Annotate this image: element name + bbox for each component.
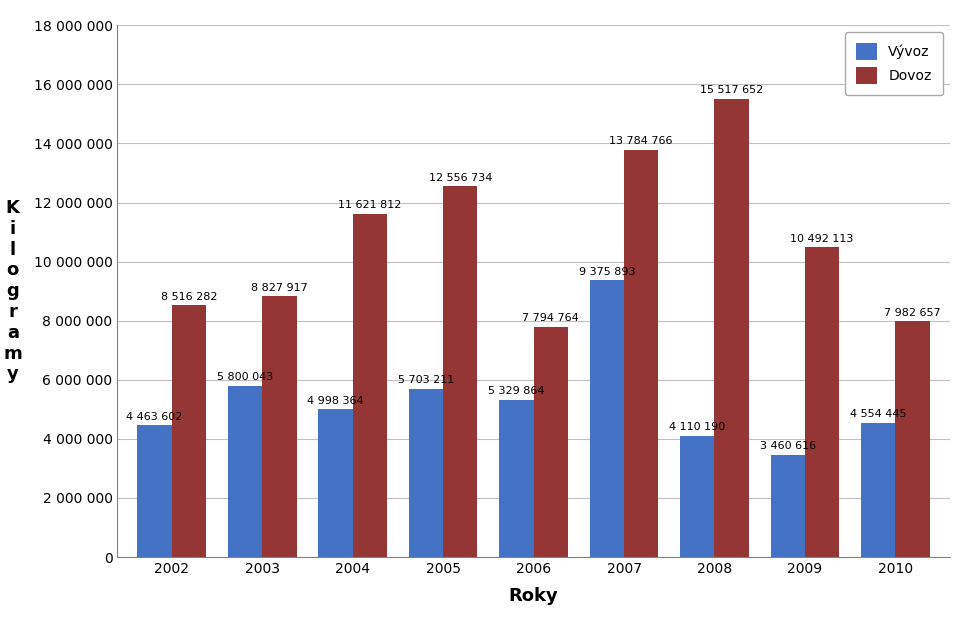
Text: 3 460 616: 3 460 616 xyxy=(759,441,815,451)
Text: 4 554 445: 4 554 445 xyxy=(849,409,906,419)
Bar xyxy=(228,385,262,557)
Bar xyxy=(533,327,567,557)
Bar xyxy=(318,410,352,557)
Bar xyxy=(443,186,477,557)
Text: 7 794 764: 7 794 764 xyxy=(522,313,579,323)
Text: 8 516 282: 8 516 282 xyxy=(160,292,217,302)
Text: 4 463 602: 4 463 602 xyxy=(126,411,183,422)
Bar xyxy=(137,425,171,557)
Text: 15 517 652: 15 517 652 xyxy=(699,85,763,95)
Text: 4 110 190: 4 110 190 xyxy=(668,422,725,432)
Text: 12 556 734: 12 556 734 xyxy=(428,173,492,182)
Bar xyxy=(804,247,838,557)
Text: 13 784 766: 13 784 766 xyxy=(609,136,672,146)
X-axis label: Roky: Roky xyxy=(509,587,557,605)
Text: 11 621 812: 11 621 812 xyxy=(337,200,401,210)
Text: 10 492 113: 10 492 113 xyxy=(789,234,853,244)
Text: 9 375 893: 9 375 893 xyxy=(578,266,635,277)
Bar xyxy=(895,321,929,557)
Legend: Vývoz, Dovoz: Vývoz, Dovoz xyxy=(844,32,942,96)
Bar xyxy=(171,306,206,557)
Bar xyxy=(589,280,623,557)
Text: 5 800 043: 5 800 043 xyxy=(217,372,273,382)
Bar xyxy=(499,399,533,557)
Bar xyxy=(262,296,296,557)
Bar xyxy=(623,150,657,557)
Text: 8 827 917: 8 827 917 xyxy=(250,283,307,292)
Text: 4 998 364: 4 998 364 xyxy=(307,396,364,406)
Bar xyxy=(352,214,386,557)
Bar xyxy=(680,436,714,557)
Bar xyxy=(409,389,443,557)
Y-axis label: K
i
l
o
g
r
a
m
y: K i l o g r a m y xyxy=(3,199,22,384)
Bar xyxy=(714,99,748,557)
Bar xyxy=(860,422,895,557)
Text: 7 982 657: 7 982 657 xyxy=(883,308,940,318)
Text: 5 329 864: 5 329 864 xyxy=(488,386,544,396)
Bar xyxy=(770,455,804,557)
Text: 5 703 211: 5 703 211 xyxy=(397,375,454,385)
